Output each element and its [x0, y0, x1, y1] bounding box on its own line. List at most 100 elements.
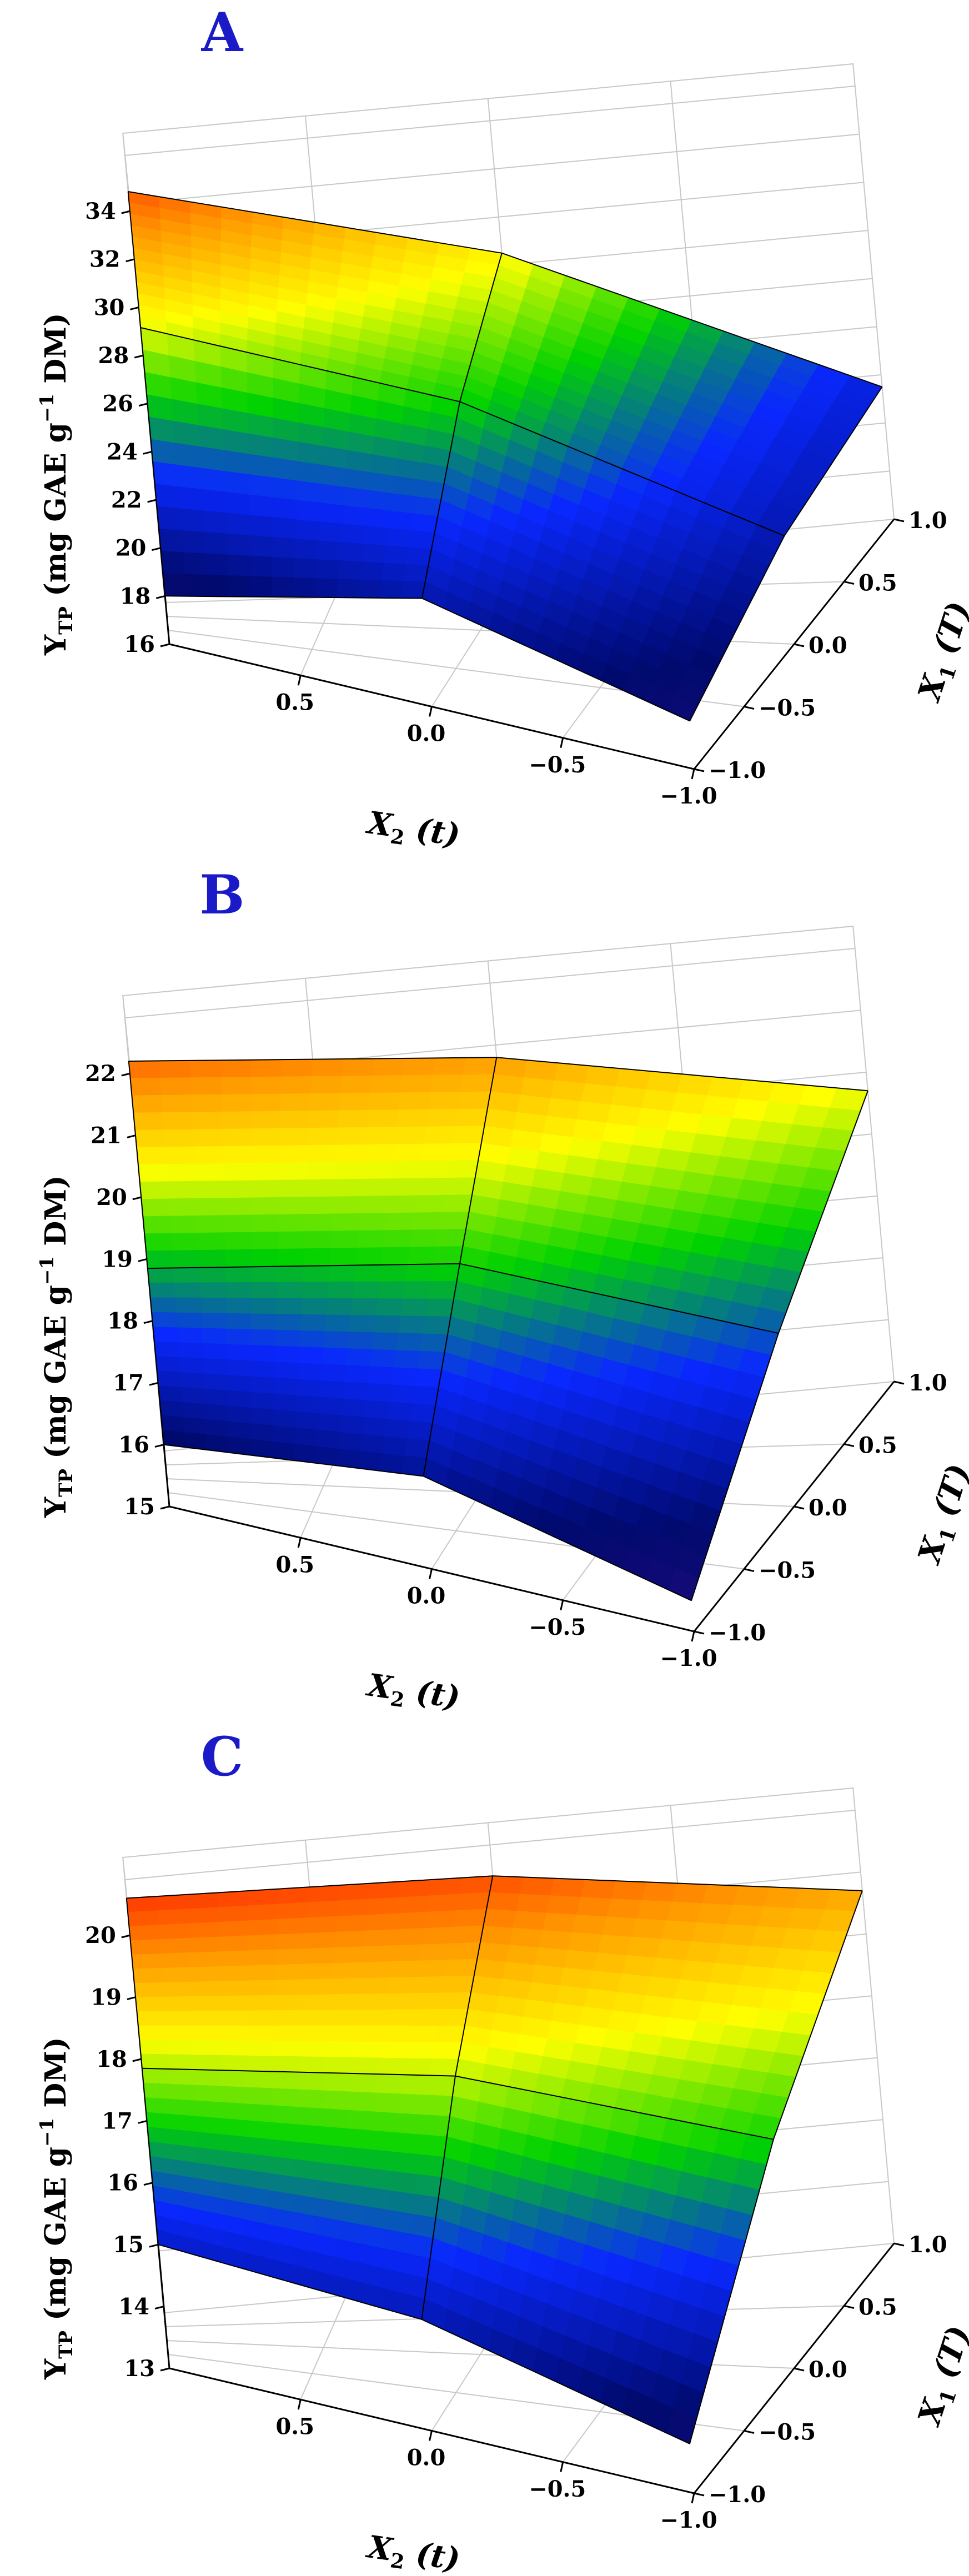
- surface-cell: [294, 2141, 321, 2163]
- surface-cell: [389, 1384, 416, 1404]
- surface-cell: [310, 1076, 343, 1094]
- surface-cell: [151, 1312, 178, 1328]
- surface-cell: [194, 2069, 222, 2087]
- surface-cell: [421, 2115, 450, 2137]
- x1-tick: [893, 1380, 905, 1385]
- surface-cell: [335, 1161, 365, 1180]
- surface-cell: [424, 1910, 458, 1929]
- panel-C: 13 14 15 16 17 18 19 20 0.5 0.0 −0.5 −1.0 1.0 0.5 0.0 −…: [36, 1725, 969, 2576]
- panel-letter: A: [201, 1, 244, 64]
- surface-cell: [278, 1231, 306, 1250]
- x1-tick: [744, 706, 755, 710]
- surface-cell: [341, 1398, 367, 1418]
- surface-cell: [400, 2074, 430, 2096]
- surface-cell: [296, 461, 323, 485]
- surface-cell: [319, 1380, 345, 1399]
- surface-cell: [520, 1077, 555, 1099]
- surface-cell: [368, 2149, 395, 2172]
- surface-cell: [502, 1961, 536, 1983]
- surface-cell: [383, 2009, 413, 2026]
- surface-cell: [132, 1967, 163, 1984]
- surface-cell: [276, 1282, 304, 1299]
- surface-cell: [640, 1995, 675, 2018]
- surface-cell: [157, 1909, 189, 1926]
- surface-cell: [218, 1935, 249, 1952]
- x1-tick-label: 1.0: [908, 508, 947, 534]
- surface-cell: [127, 1910, 159, 1927]
- z-axis-title: YTP (mg GAE g−1 DM): [36, 1175, 77, 1518]
- surface-cell: [345, 2128, 373, 2150]
- x2-tick: [297, 2399, 302, 2410]
- surface-cell: [293, 1444, 317, 1464]
- surface-cell: [314, 578, 338, 598]
- surface-cell: [396, 1109, 429, 1128]
- surface-cell: [368, 472, 396, 494]
- surface-cell: [295, 1395, 321, 1414]
- surface-cell: [317, 521, 343, 543]
- surface-cell: [273, 2041, 301, 2057]
- surface-cell: [373, 1315, 401, 1334]
- surface-cell: [249, 515, 273, 538]
- z-tick-label: 20: [85, 1922, 116, 1949]
- surface-cell: [227, 1375, 252, 1393]
- x1-tick-label: 0.0: [809, 632, 847, 659]
- surface-cell: [251, 1248, 279, 1267]
- surface-cell: [405, 547, 432, 566]
- surface-cell: [279, 1162, 309, 1181]
- surface-cell: [416, 479, 445, 501]
- surface-cell: [143, 2082, 171, 2100]
- x1-tick-label: −0.5: [759, 2419, 816, 2446]
- surface-cell: [270, 2139, 297, 2160]
- surface-cell: [251, 1197, 280, 1216]
- x2-tick-label: −0.5: [529, 1614, 586, 1640]
- surface-cell: [320, 1364, 347, 1383]
- surface-cell: [390, 2171, 418, 2195]
- surface-cell: [271, 2088, 299, 2108]
- x1-tick-label: −0.5: [759, 1558, 816, 1584]
- surface-cell: [308, 1127, 339, 1146]
- surface-cell: [220, 2086, 247, 2105]
- surface-cell: [144, 1233, 173, 1252]
- z-axis-title: YTP (mg GAE g−1 DM): [36, 313, 77, 656]
- surface-cell: [160, 551, 185, 575]
- surface-cell: [225, 1249, 252, 1268]
- surface-cell: [273, 1377, 298, 1396]
- surface-cell: [429, 2058, 459, 2077]
- surface-cell: [247, 1995, 276, 2011]
- surface-cell: [168, 1198, 198, 1217]
- surface-cell: [154, 484, 180, 509]
- surface-cell: [225, 491, 250, 516]
- surface-cell: [352, 2041, 381, 2058]
- x1-tick-label: −0.5: [759, 695, 816, 721]
- surface-cell: [176, 464, 203, 490]
- surface-cell: [379, 1264, 408, 1282]
- z-tick-label: 19: [102, 1246, 133, 1272]
- surface-cell: [251, 1093, 282, 1112]
- surface-cell: [339, 542, 364, 563]
- surface-cell: [322, 1347, 349, 1366]
- z-tick-label: 26: [102, 391, 133, 417]
- surface-cell: [250, 1376, 275, 1395]
- surface-cell: [144, 2097, 172, 2115]
- surface-cell: [148, 1282, 176, 1298]
- surface-cell: [307, 1162, 337, 1181]
- surface-cell: [302, 1994, 332, 2011]
- surface-cell: [431, 2042, 462, 2060]
- surface-cell: [444, 1177, 476, 1196]
- surface-cell: [193, 2040, 221, 2056]
- surface-cell: [601, 1916, 637, 1938]
- surface-cell: [300, 1298, 328, 1315]
- surface-cell: [349, 2073, 378, 2093]
- surface-cell: [433, 1057, 466, 1076]
- surface-cell: [337, 1127, 369, 1146]
- surface-cell: [421, 1926, 455, 1945]
- surface-cell: [136, 1147, 167, 1166]
- surface-cell: [400, 1074, 434, 1093]
- surface-cell: [219, 2010, 248, 2026]
- surface-cell: [272, 2056, 300, 2073]
- surface-cell: [300, 1314, 327, 1332]
- surface-cell: [219, 1980, 248, 1997]
- surface-cell: [251, 1214, 279, 1233]
- surface-cell: [369, 2130, 398, 2153]
- z-tick-label: 14: [118, 2294, 149, 2320]
